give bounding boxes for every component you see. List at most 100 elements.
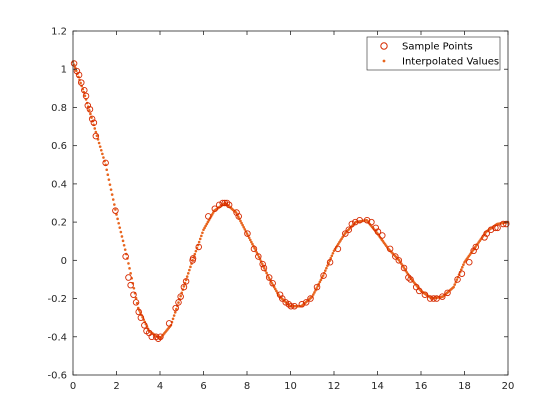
sample-point (494, 224, 501, 232)
legend-label-interpolated-values: Interpolated Values (402, 57, 499, 68)
sample-point (379, 232, 386, 239)
interpolated-point (263, 267, 266, 270)
y-tick-label: 0.8 (51, 103, 67, 114)
interpolated-point (211, 211, 215, 214)
sample-point (454, 276, 461, 283)
interpolated-point (247, 236, 251, 240)
sample-point (487, 226, 495, 234)
interpolated-point (118, 226, 122, 229)
interpolated-point (330, 254, 334, 258)
sample-point (345, 226, 353, 234)
sample-point (444, 289, 451, 297)
interpolated-point (172, 314, 176, 317)
sample-point (141, 322, 148, 329)
sample-point (78, 79, 85, 86)
interpolated-point (243, 228, 247, 231)
interpolated-point (452, 285, 455, 289)
interpolated-point (245, 232, 249, 235)
sample-point (334, 245, 342, 253)
sample-point (269, 280, 276, 287)
sample-point (73, 67, 81, 75)
sample-point (75, 71, 83, 79)
interpolated-point (129, 272, 132, 275)
interpolated-point (201, 231, 204, 235)
interpolated-point (197, 240, 201, 244)
interpolated-point (205, 222, 209, 226)
interpolated-point (315, 286, 318, 290)
interpolated-point (248, 238, 252, 242)
y-tick-label: 1 (61, 65, 67, 76)
interpolated-point (98, 145, 102, 148)
interpolated-point (453, 283, 457, 286)
sample-point (152, 333, 160, 341)
sample-point (472, 243, 480, 251)
sample-point (137, 314, 145, 321)
interpolated-point (128, 267, 131, 270)
interpolated-point (122, 243, 126, 247)
x-tick-label: 12 (328, 381, 341, 392)
legend-sample-marker (380, 42, 388, 50)
sample-point (122, 253, 129, 260)
interpolated-point (135, 301, 139, 305)
interpolated-point (88, 109, 91, 112)
interpolated-point (260, 262, 264, 266)
interpolated-point (110, 193, 114, 196)
sample-point (157, 333, 164, 341)
interpolated-point (241, 223, 244, 227)
sample-point (219, 199, 226, 207)
interpolated-point (204, 224, 207, 228)
interpolated-point (253, 246, 256, 250)
sample-point (458, 270, 466, 277)
interpolated-point (108, 183, 112, 186)
sample-point (88, 115, 96, 123)
sample-point (395, 257, 403, 264)
interpolated-point (121, 239, 125, 243)
sample-point (112, 207, 119, 214)
legend-interpolated-marker (382, 59, 386, 63)
interpolated-point (321, 274, 325, 277)
interpolated-point (123, 248, 127, 251)
x-tick-label: 20 (502, 381, 515, 392)
sample-point (503, 220, 510, 228)
sample-point (356, 216, 363, 224)
sample-point (363, 216, 371, 224)
y-tick-label: 0.4 (51, 179, 67, 190)
y-tick-label: 0 (61, 256, 67, 267)
interpolated-point (101, 152, 104, 156)
y-tick-label: 0.6 (51, 141, 67, 152)
sample-point (92, 132, 100, 140)
interpolated-point (89, 112, 92, 116)
interpolated-point (250, 240, 253, 244)
sample-point (421, 291, 429, 298)
interpolated-point (210, 213, 214, 216)
sample-point (211, 205, 219, 212)
sample-point (400, 264, 408, 272)
x-tick-label: 4 (157, 381, 163, 392)
interpolated-point (99, 148, 103, 152)
sample-point (233, 209, 240, 216)
interpolated-point (90, 116, 93, 119)
interpolated-point (134, 296, 138, 300)
sample-point (342, 230, 349, 237)
interpolated-point (106, 173, 110, 177)
interpolated-point (83, 94, 87, 98)
sample-point (433, 295, 440, 302)
y-tick-label: 1.2 (51, 27, 67, 38)
interpolated-point (113, 203, 116, 206)
interpolated-point (267, 276, 271, 279)
x-tick-label: 14 (371, 381, 384, 392)
sample-point (221, 199, 229, 207)
interpolated-point (257, 255, 261, 259)
sample-point (368, 218, 375, 226)
interpolated-point (265, 271, 268, 275)
sample-point (372, 224, 380, 232)
sample-point (127, 281, 134, 289)
sample-point (374, 228, 382, 235)
sample-point (90, 119, 98, 126)
sample-point (483, 230, 490, 237)
x-tick-label: 16 (415, 381, 428, 392)
interpolated-point (328, 259, 331, 263)
y-tick-label: -0.2 (47, 294, 67, 305)
sample-points-series (70, 60, 510, 342)
sample-point (215, 201, 223, 209)
